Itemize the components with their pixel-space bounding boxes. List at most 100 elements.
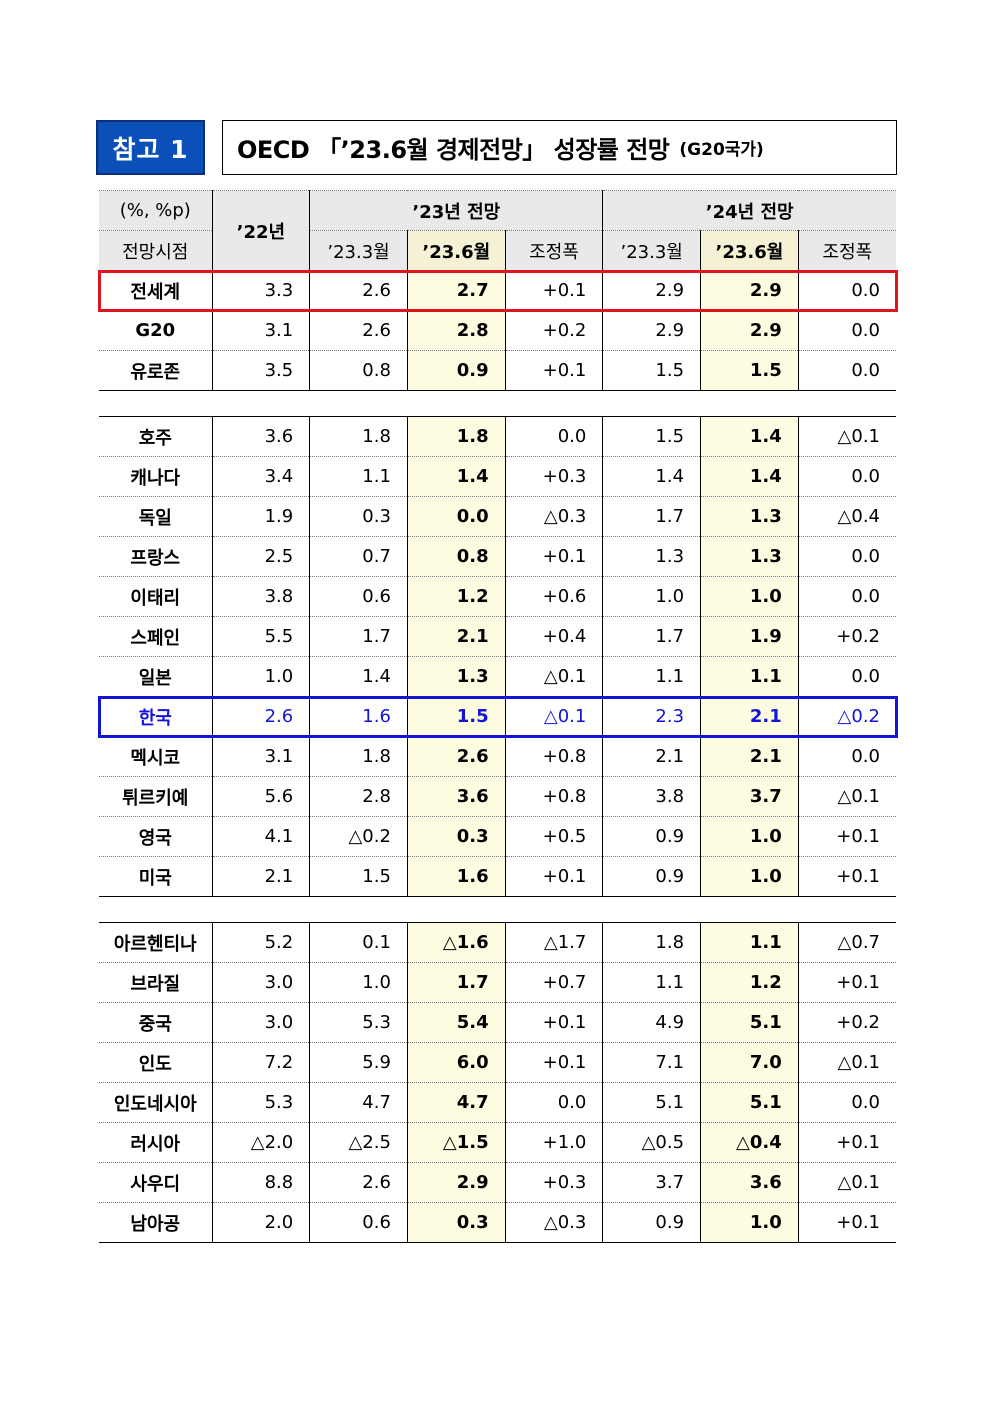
cell-m23: 1.7: [309, 616, 408, 657]
cell-v22: 3.8: [211, 576, 311, 617]
table-row: 프랑스 2.5 0.7 0.8 +0.1 1.3 1.3 0.0: [99, 536, 896, 577]
country-name: 중국: [99, 1002, 213, 1043]
country-name: 스페인: [99, 616, 213, 657]
cell-m24: 1.0: [602, 576, 702, 617]
cell-a24: △0.1: [797, 416, 896, 457]
cell-m23: 0.6: [309, 1202, 408, 1243]
cell-j24: 1.5: [700, 350, 799, 391]
header-2023-adjust: 조정폭: [504, 230, 604, 271]
cell-m23: 1.6: [309, 696, 408, 737]
cell-m24: 1.5: [602, 350, 702, 391]
country-name: 튀르키예: [99, 776, 213, 817]
cell-v22: △2.0: [211, 1122, 311, 1163]
cell-j23: 1.7: [406, 962, 506, 1003]
cell-j24: 7.0: [700, 1042, 799, 1083]
country-name: 프랑스: [99, 536, 213, 577]
cell-j23: 2.1: [406, 616, 506, 657]
table-row: 인도네시아 5.3 4.7 4.7 0.0 5.1 5.1 0.0: [99, 1082, 896, 1123]
cell-a24: +0.1: [797, 1202, 896, 1243]
cell-a23: +0.2: [504, 310, 604, 351]
cell-j24: 3.6: [700, 1162, 799, 1203]
cell-m24: 2.3: [602, 696, 702, 737]
cell-m23: 1.0: [309, 962, 408, 1003]
cell-m24: 2.9: [602, 310, 702, 351]
cell-a23: +0.8: [504, 736, 604, 777]
cell-m23: 5.3: [309, 1002, 408, 1043]
table-row: 전세계 3.3 2.6 2.7 +0.1 2.9 2.9 0.0: [99, 270, 896, 311]
cell-a23: △0.1: [504, 656, 604, 697]
table-row: 일본 1.0 1.4 1.3 △0.1 1.1 1.1 0.0: [99, 656, 896, 697]
cell-v22: 2.5: [211, 536, 311, 577]
table-row: 중국 3.0 5.3 5.4 +0.1 4.9 5.1 +0.2: [99, 1002, 896, 1043]
title-sub: (G20국가): [679, 140, 764, 160]
cell-a23: +0.3: [504, 456, 604, 497]
cell-m24: 0.9: [602, 816, 702, 857]
cell-j23: 2.6: [406, 736, 506, 777]
cell-a24: △0.7: [797, 922, 896, 963]
cell-m23: 1.5: [309, 856, 408, 897]
cell-a24: △0.1: [797, 776, 896, 817]
cell-m24: △0.5: [602, 1122, 702, 1163]
header-2023-june: ’23.6월: [406, 230, 506, 271]
header-2023-group: ’23년 전망: [309, 190, 604, 231]
cell-a23: +0.1: [504, 1042, 604, 1083]
cell-v22: 5.3: [211, 1082, 311, 1123]
cell-j24: 1.1: [700, 922, 799, 963]
country-name: 영국: [99, 816, 213, 857]
cell-m24: 3.8: [602, 776, 702, 817]
header-2024-june: ’23.6월: [700, 230, 799, 271]
cell-a23: +0.8: [504, 776, 604, 817]
table-row: 유로존 3.5 0.8 0.9 +0.1 1.5 1.5 0.0: [99, 350, 896, 391]
cell-v22: 3.0: [211, 962, 311, 1003]
cell-a23: +0.1: [504, 856, 604, 897]
cell-j24: 2.9: [700, 270, 799, 311]
table-row: 남아공 2.0 0.6 0.3 △0.3 0.9 1.0 +0.1: [99, 1202, 896, 1243]
cell-m23: 2.6: [309, 310, 408, 351]
cell-a24: 0.0: [797, 1082, 896, 1123]
cell-a24: 0.0: [797, 270, 896, 311]
country-name: 호주: [99, 416, 213, 457]
cell-a23: △1.7: [504, 922, 604, 963]
country-name: 러시아: [99, 1122, 213, 1163]
cell-m23: 5.9: [309, 1042, 408, 1083]
cell-m24: 7.1: [602, 1042, 702, 1083]
cell-j23: △1.5: [406, 1122, 506, 1163]
cell-j24: 2.1: [700, 696, 799, 737]
cell-j23: 1.2: [406, 576, 506, 617]
cell-m24: 1.7: [602, 616, 702, 657]
header-2024-adjust: 조정폭: [797, 230, 896, 271]
cell-v22: 8.8: [211, 1162, 311, 1203]
country-name: 인도: [99, 1042, 213, 1083]
cell-a23: 0.0: [504, 416, 604, 457]
country-name: 캐나다: [99, 456, 213, 497]
cell-j24: 1.3: [700, 496, 799, 537]
cell-m23: △2.5: [309, 1122, 408, 1163]
cell-v22: 3.0: [211, 1002, 311, 1043]
table-row: 멕시코 3.1 1.8 2.6 +0.8 2.1 2.1 0.0: [99, 736, 896, 777]
cell-a23: △0.1: [504, 696, 604, 737]
table-row: 아르헨티나 5.2 0.1 △1.6 △1.7 1.8 1.1 △0.7: [99, 922, 896, 963]
cell-a23: △0.3: [504, 496, 604, 537]
country-name: 독일: [99, 496, 213, 537]
cell-j23: 0.9: [406, 350, 506, 391]
cell-j24: 3.7: [700, 776, 799, 817]
cell-j24: 1.3: [700, 536, 799, 577]
cell-j23: 2.9: [406, 1162, 506, 1203]
group-separator: [99, 390, 896, 417]
cell-m23: 0.1: [309, 922, 408, 963]
cell-a24: +0.1: [797, 962, 896, 1003]
cell-m23: 1.1: [309, 456, 408, 497]
cell-m23: 2.6: [309, 1162, 408, 1203]
cell-m24: 0.9: [602, 1202, 702, 1243]
cell-j24: 2.1: [700, 736, 799, 777]
table-row: 인도 7.2 5.9 6.0 +0.1 7.1 7.0 △0.1: [99, 1042, 896, 1083]
cell-v22: 5.6: [211, 776, 311, 817]
header-row-1: (%, %p) ’22년 ’23년 전망 ’24년 전망: [99, 190, 896, 271]
cell-a23: +0.7: [504, 962, 604, 1003]
header-2024-march: ’23.3월: [602, 230, 702, 271]
cell-v22: 3.4: [211, 456, 311, 497]
cell-j23: 6.0: [406, 1042, 506, 1083]
cell-a24: 0.0: [797, 576, 896, 617]
cell-j24: 2.9: [700, 310, 799, 351]
country-name: 브라질: [99, 962, 213, 1003]
